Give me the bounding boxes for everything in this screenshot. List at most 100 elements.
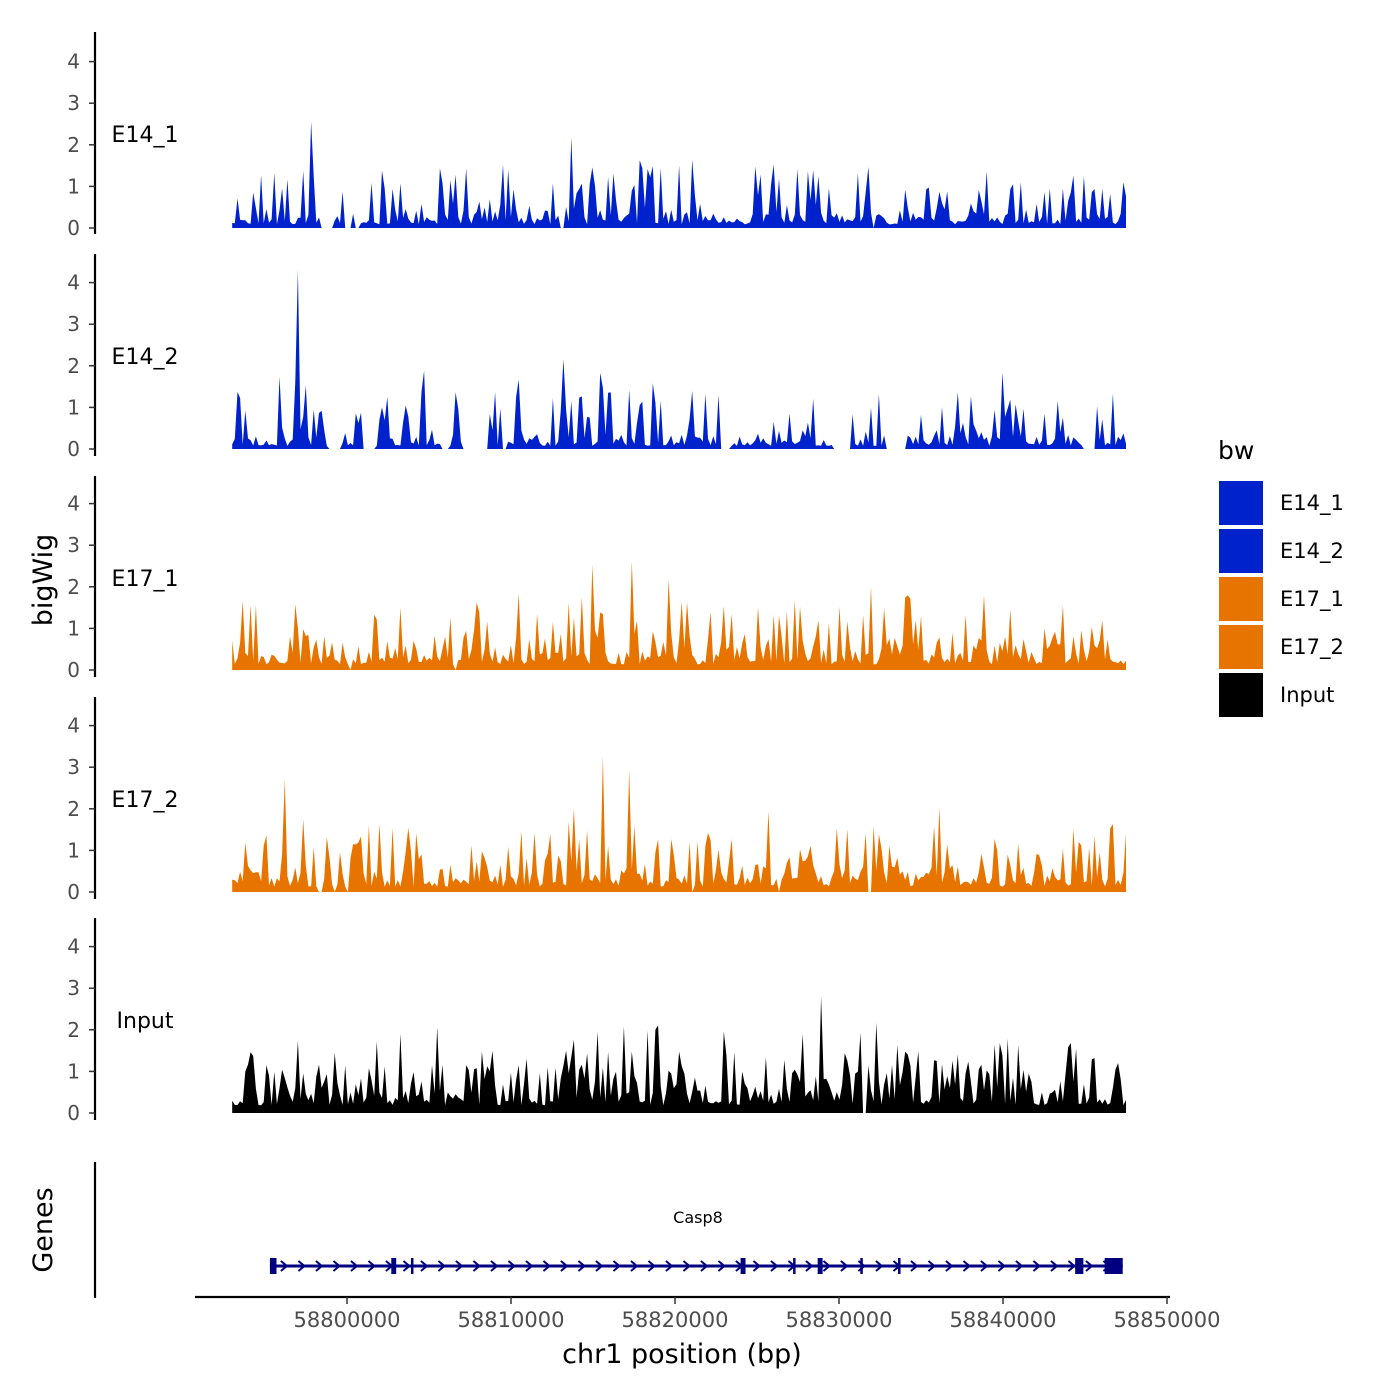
strand-arrow — [945, 1260, 954, 1272]
y-axis-label: bigWig — [28, 534, 59, 627]
y-tick-label: 4 — [67, 271, 80, 295]
strand-arrow — [840, 1260, 849, 1272]
y-tick-label: 3 — [67, 533, 80, 557]
exon — [269, 1258, 277, 1274]
track-E14_1: 0 1 2 3 4 E14_1 — [67, 32, 1126, 240]
strand-arrow — [350, 1260, 359, 1272]
y-tick-label: 1 — [67, 395, 80, 419]
track-label: Input — [117, 1009, 174, 1034]
strand-arrow — [472, 1260, 481, 1272]
y-tick-label: 1 — [67, 174, 80, 198]
strand-arrow — [542, 1260, 551, 1272]
y-tick-label: 1 — [67, 616, 80, 640]
track-label: E17_2 — [112, 788, 179, 813]
x-tick-label: 58800000 — [294, 1308, 401, 1332]
strand-arrow — [770, 1260, 779, 1272]
track-Input: 0 1 2 3 4 Input — [67, 918, 1126, 1125]
gene-track: Genes Casp8 — [28, 1162, 1123, 1298]
y-tick-label: 3 — [67, 91, 80, 115]
exon — [410, 1258, 414, 1274]
strand-arrow — [455, 1260, 464, 1272]
strand-arrow — [822, 1260, 831, 1272]
track-E17_1: 0 1 2 3 4 E17_1 — [67, 476, 1126, 682]
y-tick-label: 0 — [67, 880, 80, 904]
coverage-area — [232, 996, 1126, 1113]
gene-model-casp8 — [269, 1258, 1123, 1274]
x-axis: 58800000 58810000 58820000 58830000 58840000… — [195, 1295, 1220, 1332]
y-tick-label: 3 — [67, 976, 80, 1000]
strand-arrow — [490, 1260, 499, 1272]
y-tick-label: 4 — [67, 492, 80, 516]
strand-arrow — [525, 1260, 534, 1272]
legend-swatch — [1217, 479, 1265, 527]
strand-arrow — [700, 1260, 709, 1272]
legend-swatch — [1217, 623, 1265, 671]
exon — [740, 1258, 746, 1274]
strand-arrow — [1032, 1260, 1041, 1272]
strand-arrow — [507, 1260, 516, 1272]
y-tick-label: 2 — [67, 797, 80, 821]
strand-arrow — [717, 1260, 726, 1272]
strand-arrow — [577, 1260, 586, 1272]
gene-name-label: Casp8 — [673, 1208, 723, 1227]
strand-arrow — [595, 1260, 604, 1272]
strand-arrow — [420, 1260, 429, 1272]
y-tick-label: 3 — [67, 312, 80, 336]
track-label: E17_1 — [112, 567, 179, 592]
y-tick-label: 0 — [67, 1101, 80, 1125]
coverage-area — [232, 121, 1126, 228]
y-tick-label: 0 — [67, 437, 80, 461]
legend-title: bw — [1218, 436, 1254, 465]
x-axis-label: chr1 position (bp) — [562, 1339, 802, 1370]
legend-swatch — [1217, 527, 1265, 575]
y-tick-label: 1 — [67, 1059, 80, 1083]
strand-arrow — [647, 1260, 656, 1272]
track-label: E14_1 — [112, 123, 179, 148]
track-label: E14_2 — [112, 345, 179, 370]
strand-arrow — [665, 1260, 674, 1272]
strand-arrow — [280, 1260, 289, 1272]
strand-arrow — [752, 1260, 761, 1272]
strand-arrow — [1067, 1260, 1076, 1272]
strand-arrow — [910, 1260, 919, 1272]
strand-arrow — [612, 1260, 621, 1272]
strand-arrow — [332, 1260, 341, 1272]
strand-arrow — [560, 1260, 569, 1272]
y-tick-label: 4 — [67, 935, 80, 959]
exon — [860, 1258, 863, 1274]
strand-arrow — [997, 1260, 1006, 1272]
y-tick-label: 2 — [67, 575, 80, 599]
legend: bw E14_1 E14_2 E17_1 E17_2 Input — [1217, 436, 1344, 719]
strand-arrow — [402, 1260, 411, 1272]
strand-arrow — [437, 1260, 446, 1272]
legend-label: E14_1 — [1280, 491, 1344, 516]
legend-swatch — [1217, 575, 1265, 623]
exon — [391, 1258, 397, 1274]
x-tick-label: 58820000 — [622, 1308, 729, 1332]
coverage-area — [232, 269, 1126, 449]
y-tick-label: 2 — [67, 1018, 80, 1042]
legend-label: E14_2 — [1280, 539, 1344, 564]
y-tick-label: 2 — [67, 133, 80, 157]
y-tick-label: 2 — [67, 354, 80, 378]
y-tick-label: 1 — [67, 838, 80, 862]
exon — [817, 1258, 823, 1274]
y-tick-label: 0 — [67, 216, 80, 240]
exon — [1075, 1258, 1084, 1274]
legend-swatch — [1217, 671, 1265, 719]
exon — [898, 1258, 901, 1274]
x-tick-label: 58810000 — [458, 1308, 565, 1332]
coverage-tracks: 0 1 2 3 4 E14_1 0 1 2 3 4 E14_2 0 1 2 3 4 E17_1 0 1 2 3 4 E17_2… — [67, 32, 1126, 1125]
legend-label: E17_1 — [1280, 587, 1344, 612]
y-tick-label: 4 — [67, 50, 80, 74]
track-E17_2: 0 1 2 3 4 E17_2 — [67, 697, 1126, 904]
exon — [1104, 1258, 1123, 1274]
legend-label: E17_2 — [1280, 635, 1344, 660]
gene-track-label: Genes — [28, 1187, 59, 1272]
strand-arrow — [927, 1260, 936, 1272]
legend-label: Input — [1280, 683, 1334, 707]
coverage-area — [232, 561, 1126, 670]
strand-arrow — [682, 1260, 691, 1272]
